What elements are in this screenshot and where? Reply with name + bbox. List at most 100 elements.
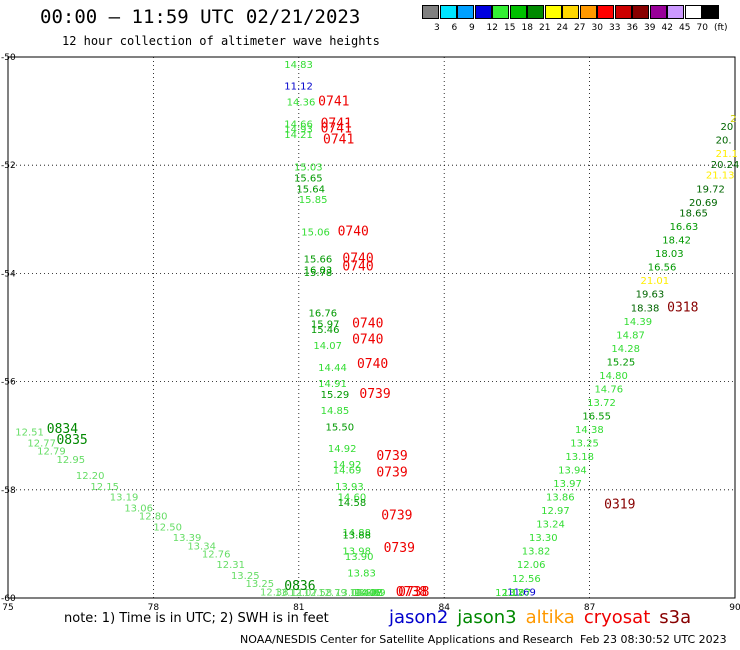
chart-subtitle: 12 hour collection of altimeter wave hei… (62, 34, 380, 48)
wave-height-point: 20 (720, 122, 733, 133)
wave-height-point: 15.50 (325, 422, 354, 433)
wave-height-point: 12.17 (495, 588, 524, 599)
chart-title: 00:00 – 11:59 UTC 02/21/2023 (40, 6, 361, 28)
wave-height-point: 14.88 (342, 528, 371, 539)
wave-height-point: 12.58 (304, 588, 333, 599)
plot-frame (7, 56, 736, 599)
wave-height-point: 13.11 (275, 588, 304, 599)
pass-time-label: 0835 (56, 433, 87, 448)
colorbar-swatch (649, 5, 667, 19)
footer-timestamp: Feb 23 08:30:52 UTC 2023 (580, 633, 727, 646)
wave-height-point: 15.78 (304, 268, 333, 279)
wave-height-point: 12.80 (139, 512, 168, 523)
wave-height-point: 15.85 (299, 195, 328, 206)
wave-height-point: 14.36 (287, 98, 316, 109)
wave-height-point: 14.00 (350, 588, 379, 599)
wave-height-point: 14.66 (284, 119, 313, 130)
colorbar-swatch (544, 5, 562, 19)
colorbar-label: 45 (679, 23, 691, 33)
pass-time-label: 0740 (357, 357, 388, 372)
y-tick-label: -58 (1, 486, 16, 496)
wave-height-point: 14.58 (338, 498, 367, 509)
wave-height-point: 12.15 (90, 482, 119, 493)
pass-time-label: 0318 (667, 300, 698, 315)
x-tick-label: 81 (293, 603, 304, 613)
x-tick-label: 84 (438, 603, 450, 613)
wave-height-point: 12.79 (37, 447, 66, 458)
legend-entry: s3a (659, 607, 692, 628)
wave-height-point: 12.79 (318, 588, 347, 599)
pass-time-label: 0739 (376, 465, 407, 480)
legend-entry: cryosat (583, 607, 651, 628)
wave-height-point: 13.72 (587, 398, 616, 409)
wave-height-point: 14.38 (575, 425, 604, 436)
pass-time-label: 0738 (398, 585, 429, 600)
pass-time-label: 0739 (381, 509, 412, 524)
wave-height-point: 18.42 (662, 236, 691, 247)
colorbar-swatch (474, 5, 492, 19)
wave-height-point: 12.56 (512, 574, 541, 585)
colorbar-swatch (684, 5, 702, 19)
wave-height-point: 16.55 (582, 411, 611, 422)
colorbar-swatch (527, 5, 544, 19)
wave-height-point: 14.28 (611, 344, 640, 355)
wave-height-point: 13.18 (565, 452, 594, 463)
colorbar-swatch (614, 5, 632, 19)
colorbar-swatch (632, 5, 649, 19)
wave-height-point: 14.80 (599, 371, 628, 382)
wave-height-point: 14.87 (616, 330, 645, 341)
colorbar-label: 33 (609, 23, 621, 33)
y-tick-label: -50 (1, 53, 16, 63)
colorbar-swatch (597, 5, 614, 19)
wave-height-point: 13.90 (345, 552, 374, 563)
x-tick-label: 75 (2, 603, 13, 613)
wave-height-point: 18.65 (679, 209, 708, 220)
wave-height-point: 13.82 (350, 588, 379, 599)
colorbar-label: 3 (434, 23, 440, 33)
wave-height-point: 15.29 (321, 390, 350, 401)
wave-height-point: 14.39 (624, 317, 653, 328)
wave-height-point: 14.76 (594, 384, 623, 395)
wave-height-point: 13.25 (245, 579, 274, 590)
pass-time-label: 0741 (318, 95, 349, 110)
wave-height-point: 11.69 (507, 587, 536, 598)
wave-height-point: 16.76 (308, 309, 337, 320)
colorbar-label: 42 (661, 23, 673, 33)
colorbar-label: 36 (626, 23, 638, 33)
colorbar-label: 27 (574, 23, 586, 33)
wave-height-point: 18.03 (655, 249, 684, 260)
wave-height-point: 2 (730, 114, 736, 125)
wave-height-point: 15.97 (311, 320, 340, 331)
wave-height-point: 13.82 (522, 547, 551, 558)
wave-height-point: 16.03 (304, 265, 333, 276)
wave-height-point: 21.01 (640, 276, 669, 287)
legend-entry: jason2 (389, 607, 449, 628)
pass-time-label: 0740 (338, 225, 369, 240)
wave-height-point: 15.03 (294, 163, 323, 174)
wave-height-point: 13.93 (335, 482, 364, 493)
pass-time-label: 0740 (352, 333, 383, 348)
wave-height-point: 20. (716, 136, 732, 147)
colorbar-label: 6 (451, 23, 458, 33)
wave-height-point: 15.66 (304, 255, 333, 266)
colorbar-swatch (439, 5, 457, 19)
colorbar-label: 18 (521, 23, 533, 33)
wave-height-point: 13.39 (173, 533, 202, 544)
colorbar-swatch (457, 5, 474, 19)
wave-height-point: 15.06 (301, 228, 330, 239)
pass-time-label: 0738 (396, 585, 427, 600)
colorbar-label: (ft) (714, 23, 728, 33)
colorbar-swatch (509, 5, 527, 19)
pass-time-label: 0741 (321, 116, 352, 131)
legend-entry: altika (525, 607, 575, 628)
wave-height-point: 12.20 (76, 471, 105, 482)
wave-height-point: 12.76 (202, 549, 231, 560)
wave-height-point: 13.98 (342, 547, 371, 558)
wave-height-point: 14.60 (338, 493, 367, 504)
pass-time-label: 0741 (321, 122, 352, 137)
pass-time-label: 0740 (342, 252, 373, 267)
colorbar-swatch (422, 5, 439, 19)
wave-height-point: 13.25 (231, 571, 260, 582)
pass-time-label: 0740 (342, 260, 373, 275)
